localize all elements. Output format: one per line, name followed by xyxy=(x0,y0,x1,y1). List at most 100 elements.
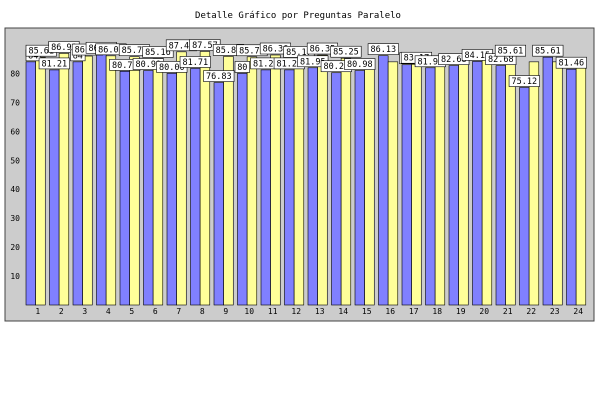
data-label-box xyxy=(508,75,540,87)
data-label-box xyxy=(555,56,587,69)
data-label-box xyxy=(38,57,70,70)
data-label: 86.90 xyxy=(51,43,77,53)
bar-series-2 xyxy=(528,61,540,306)
bar-series-2 xyxy=(293,58,305,306)
bar-series-2 xyxy=(575,61,587,306)
bar-series-1 xyxy=(401,64,412,306)
bar-series-1 xyxy=(166,73,177,306)
bar-series-1 xyxy=(354,70,365,306)
bar-series-1 xyxy=(542,56,553,306)
bar-series-2 xyxy=(387,61,399,306)
data-label: 81.46 xyxy=(559,59,585,69)
bar-series-2 xyxy=(434,61,446,306)
bar-series-2 xyxy=(481,56,493,306)
bar-series-1 xyxy=(96,53,107,306)
bar-series-2 xyxy=(364,61,375,306)
bar-series-1 xyxy=(425,67,436,306)
x-tick-label: 11 xyxy=(268,307,278,316)
bar-series-2 xyxy=(458,61,469,306)
data-label: 81.22 xyxy=(277,59,303,69)
x-tick-label: 2 xyxy=(59,307,64,316)
bar-series-1 xyxy=(331,72,342,306)
bar-series-1 xyxy=(237,73,248,306)
data-label-box xyxy=(179,56,211,68)
data-label: 85.75 xyxy=(239,46,265,56)
y-tick-label: 30 xyxy=(10,214,20,223)
bar-series-1 xyxy=(495,65,506,306)
x-tick-label: 12 xyxy=(291,307,301,316)
x-tick-label: 10 xyxy=(244,307,254,316)
bar-series-1 xyxy=(472,61,483,306)
x-tick-label: 16 xyxy=(385,307,395,316)
data-labels: 8485.6181.2186.908486.0086.6186.0880.738… xyxy=(25,39,587,87)
data-label-box xyxy=(344,58,376,70)
y-axis: 10 20 30 40 50 60 70 80 xyxy=(10,69,20,281)
data-label: 85.25 xyxy=(333,48,359,58)
x-tick-label: 13 xyxy=(315,307,325,316)
x-tick-label: 20 xyxy=(479,307,489,316)
data-label: 84.15 xyxy=(465,51,491,61)
data-label: 85.88 xyxy=(216,46,242,56)
bar-series-1 xyxy=(307,67,318,306)
data-label-box xyxy=(494,44,527,57)
x-tick-label: 22 xyxy=(526,307,536,316)
data-label: 86.35 xyxy=(310,45,336,55)
bar-series-1 xyxy=(260,69,271,306)
bar-series-2 xyxy=(82,55,93,306)
x-tick-label: 24 xyxy=(573,307,583,316)
data-label: 85.61 xyxy=(498,47,524,57)
data-label: 85.77 xyxy=(122,46,148,56)
bar-series-2 xyxy=(340,57,352,306)
data-label: 80.99 xyxy=(136,60,162,70)
chart-title: Detalle Gráfico por Preguntas Paralelo xyxy=(195,11,401,21)
bar-series-2 xyxy=(35,56,46,306)
x-tick-label: 17 xyxy=(409,307,419,316)
data-label: 80.98 xyxy=(347,60,373,70)
bar-series-1 xyxy=(25,61,36,306)
data-label: 75.12 xyxy=(512,77,538,87)
data-label: 82.68 xyxy=(488,55,514,65)
bar-series-2 xyxy=(199,51,211,306)
x-tick-label: 9 xyxy=(223,307,228,316)
bar-series-2 xyxy=(129,56,140,306)
y-tick-label: 70 xyxy=(10,98,20,107)
bar-series-1 xyxy=(190,68,201,306)
y-tick-label: 60 xyxy=(10,127,20,136)
data-label: 86.36 xyxy=(263,45,289,55)
data-label-box xyxy=(367,43,399,55)
y-tick-label: 40 xyxy=(10,185,20,194)
data-label: 85.16 xyxy=(145,48,171,58)
data-label-box xyxy=(142,46,174,58)
data-label: 80.00 xyxy=(159,63,185,73)
data-label: 87.57 xyxy=(192,41,218,51)
data-label: 82.68 xyxy=(441,55,467,65)
y-tick-label: 50 xyxy=(10,156,20,165)
x-tick-label: 23 xyxy=(550,307,560,316)
data-label-box xyxy=(330,45,362,58)
x-axis: 1 2 3 4 5 6 7 8 9 10 11 12 13 14 15 16 17 18 19 20 21 22 23 24 xyxy=(35,307,583,316)
bars xyxy=(25,51,587,306)
data-label: 80.24 xyxy=(324,62,350,72)
bar-series-1 xyxy=(448,65,459,306)
bar-series-2 xyxy=(223,56,234,306)
x-tick-label: 18 xyxy=(432,307,442,316)
data-label-box xyxy=(234,61,250,73)
data-label-box xyxy=(203,70,235,82)
bar-series-2 xyxy=(505,56,516,306)
bar-series-2 xyxy=(176,51,187,306)
data-label: 81.95 xyxy=(300,57,326,67)
x-tick-label: 15 xyxy=(362,307,372,316)
x-tick-label: 14 xyxy=(338,307,348,316)
data-label: 81.21 xyxy=(42,59,68,69)
bar-series-2 xyxy=(317,54,328,306)
bar-series-1 xyxy=(72,61,83,306)
bar-series-2 xyxy=(411,63,422,306)
x-tick-label: 5 xyxy=(129,307,134,316)
bar-series-1 xyxy=(213,82,224,306)
x-tick-label: 19 xyxy=(456,307,466,316)
data-label: 85.61 xyxy=(535,47,561,57)
y-tick-label: 80 xyxy=(10,69,20,78)
data-label: 80 xyxy=(237,63,247,73)
bar-series-1 xyxy=(119,71,130,306)
